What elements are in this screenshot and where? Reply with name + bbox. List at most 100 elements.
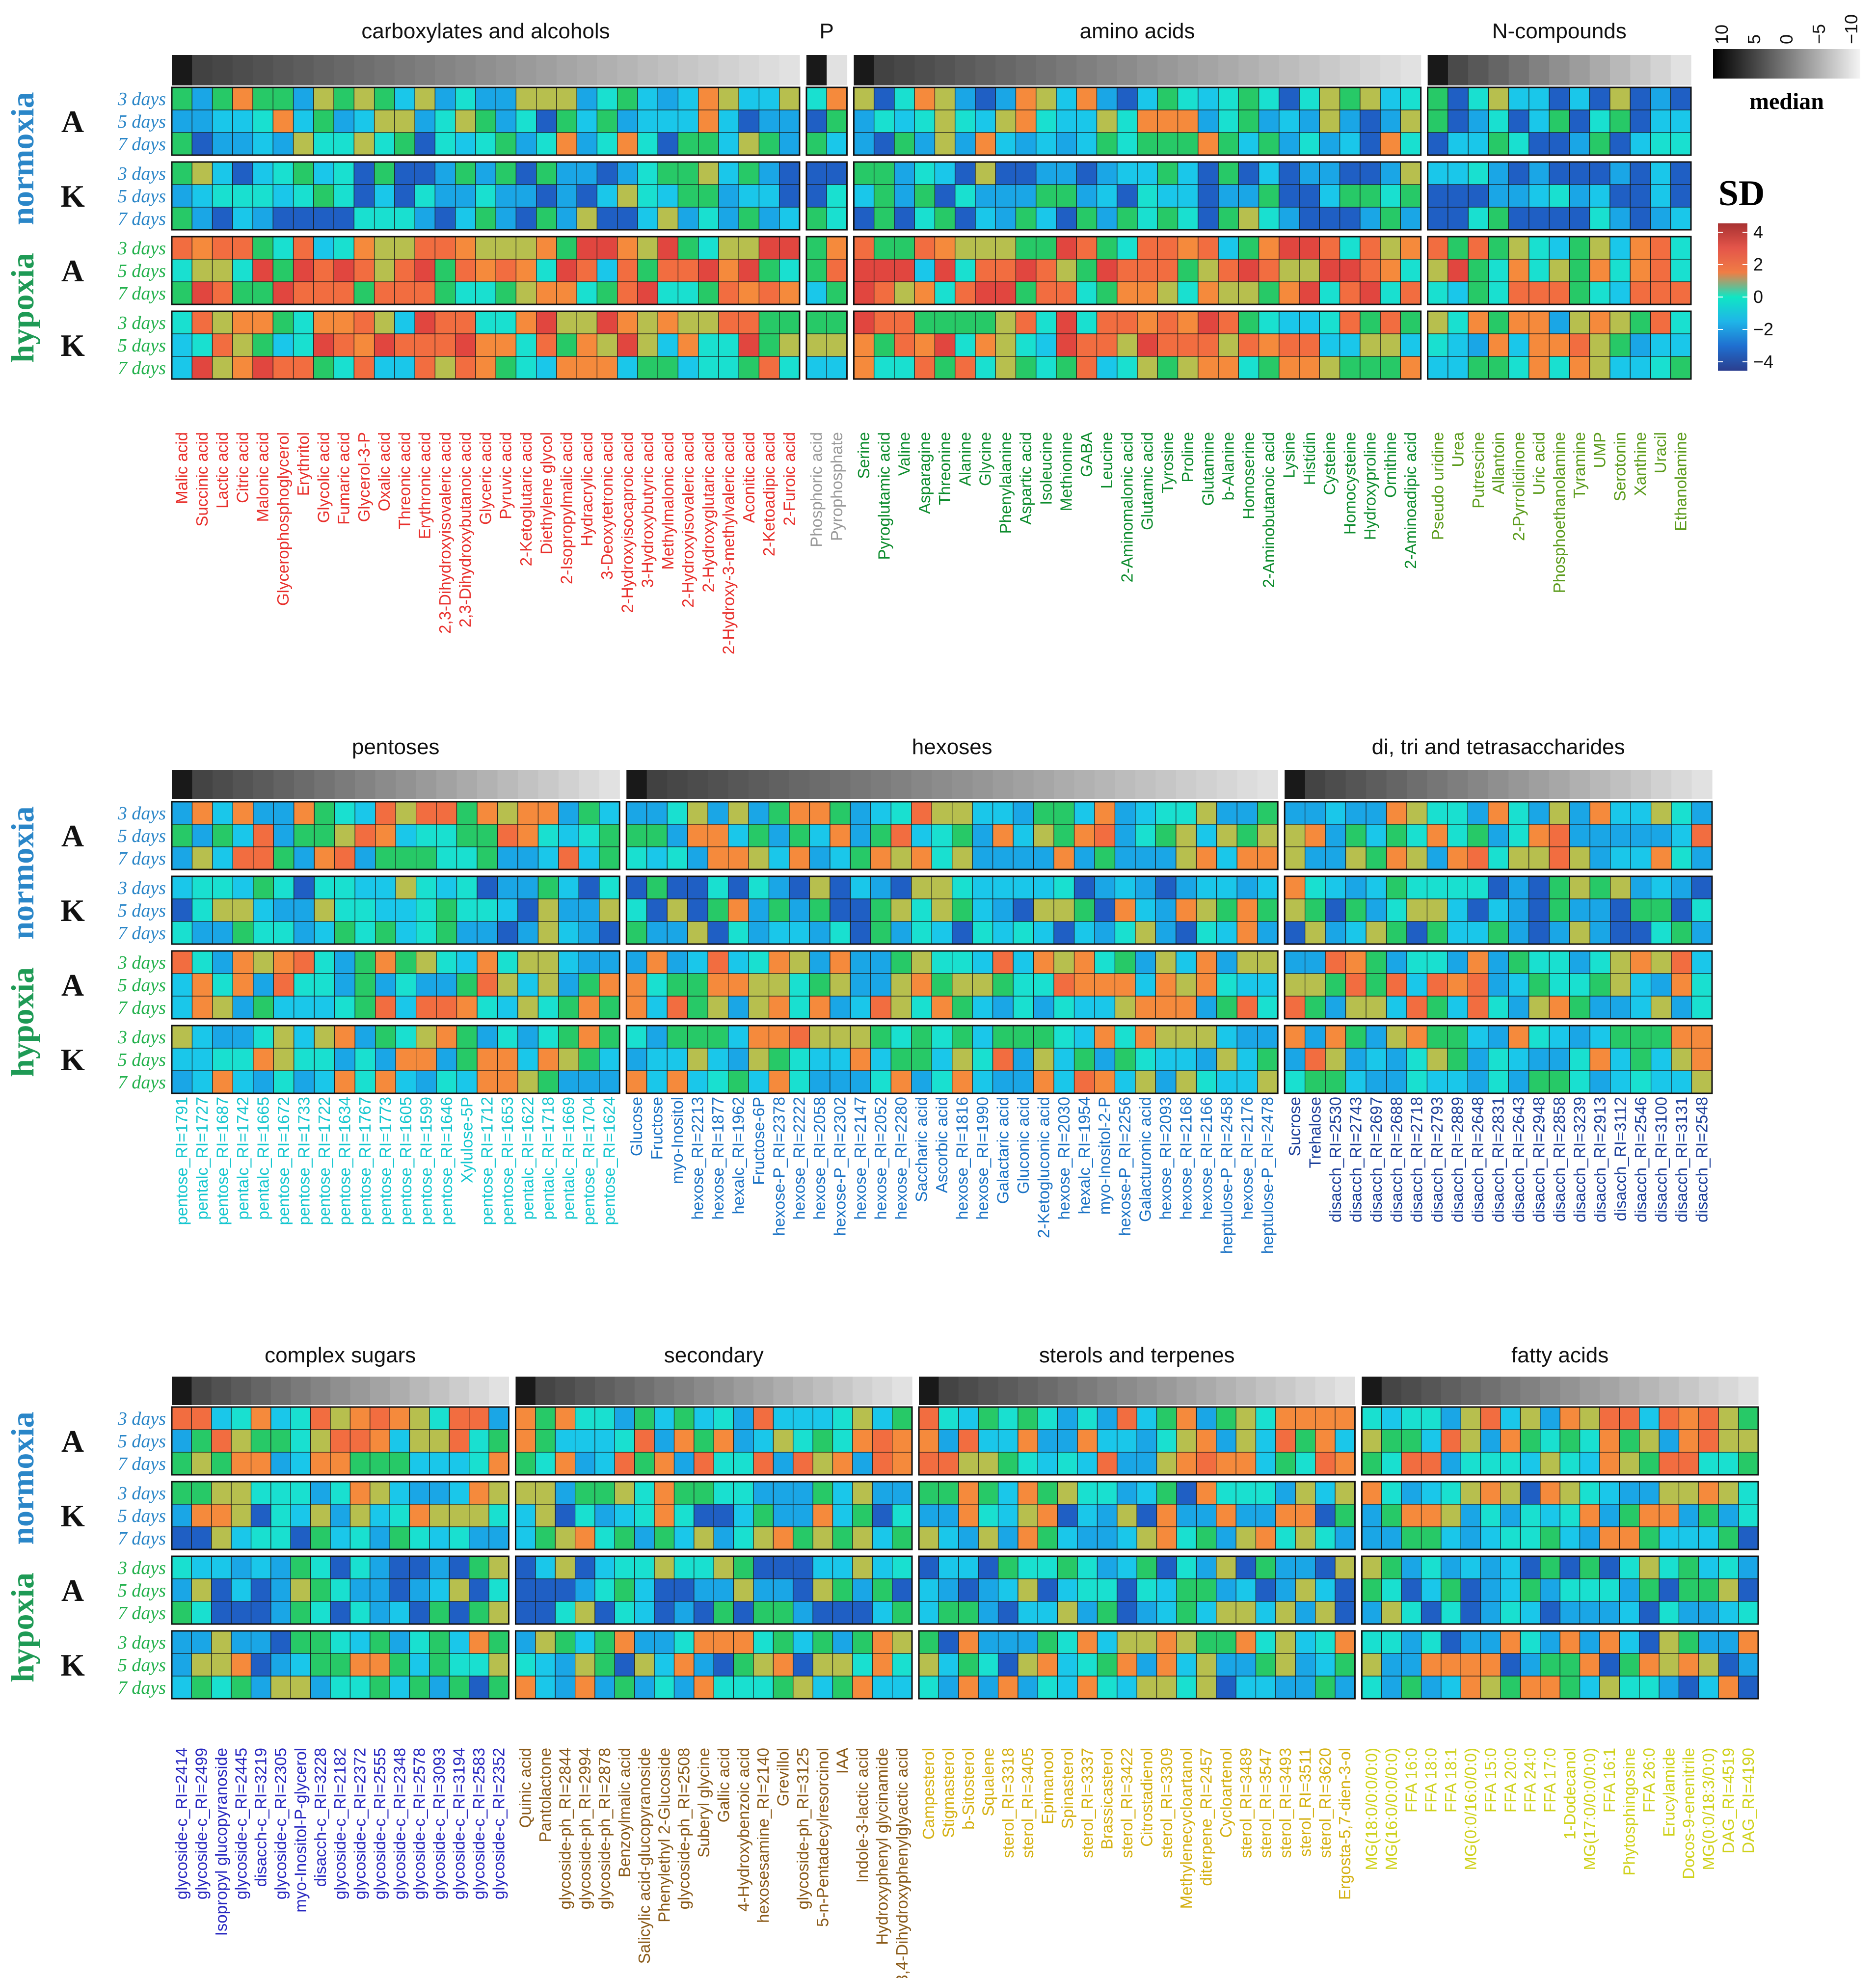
cell-galacturonic-acid-normoxia-k-7-days bbox=[1135, 921, 1156, 945]
column-label-disacch-ri-2643: disacch_RI=2643 bbox=[1509, 1097, 1528, 1222]
column-label-glycoside-c-ri-2372: glycoside-c_RI=2372 bbox=[351, 1748, 369, 1899]
cell-putrescine-hypoxia-a-7-days bbox=[1468, 281, 1489, 305]
cell-2-3-dihydroxyisovaleric-acid-normoxia-a-5-days bbox=[434, 109, 456, 133]
cell-mg-0-0-16-0-0-0-hypoxia-k-7-days bbox=[1460, 1676, 1481, 1699]
cell-2-hydroxyisocaproic-acid-normoxia-k-7-days bbox=[617, 207, 638, 230]
cell-pentose-ri-1722-hypoxia-k-3-days bbox=[314, 1025, 335, 1049]
cell-sterol-ri-3309-hypoxia-a-3-days bbox=[1156, 1556, 1177, 1579]
cell-threonine-normoxia-k-3-days bbox=[934, 162, 956, 185]
cell-hexalc-ri-1954-hypoxia-k-7-days bbox=[1073, 1070, 1095, 1094]
cell-fructose-hypoxia-k-3-days bbox=[646, 1025, 668, 1049]
cell-disacch-ri-2913-normoxia-k-3-days bbox=[1589, 876, 1611, 899]
cell-disacch-ri-3131-normoxia-a-3-days bbox=[1671, 801, 1692, 825]
block-frame bbox=[171, 1630, 509, 1700]
cell-serotonin-normoxia-a-3-days bbox=[1609, 87, 1631, 110]
cell-homocysteine-normoxia-k-5-days bbox=[1340, 184, 1361, 208]
cell-glycoside-c-ri-2352-normoxia-a-5-days bbox=[488, 1429, 509, 1453]
cell-disacch-ri-2718-normoxia-a-5-days bbox=[1406, 824, 1428, 847]
cell-erythritol-normoxia-k-3-days bbox=[293, 162, 314, 185]
column-label-putrescine: Putrescine bbox=[1469, 432, 1487, 509]
cell-2-aminomalonic-acid-normoxia-a-7-days bbox=[1117, 132, 1138, 156]
cell-2-hydroxyisovaleric-acid-hypoxia-a-3-days bbox=[677, 236, 699, 260]
cell-pentose-ri-1722-normoxia-k-3-days bbox=[314, 876, 335, 899]
cell-gaba-normoxia-k-3-days bbox=[1076, 162, 1098, 185]
cell-succinic-acid-normoxia-k-3-days bbox=[191, 162, 213, 185]
cell-serotonin-normoxia-k-3-days bbox=[1609, 162, 1631, 185]
cell-3-hydroxybutyric-acid-hypoxia-k-3-days bbox=[637, 311, 658, 334]
cell-disacch-ri-3112-hypoxia-k-5-days bbox=[1610, 1048, 1631, 1071]
cell-mg-0-0-18-3-0-0-hypoxia-k-3-days bbox=[1698, 1630, 1719, 1654]
cell-epimanool-hypoxia-k-3-days bbox=[1037, 1630, 1058, 1654]
cell-spinasterol-normoxia-k-3-days bbox=[1057, 1481, 1078, 1505]
cell-histidin-hypoxia-a-3-days bbox=[1299, 236, 1320, 260]
column-label-2-aminobutanoic-acid: 2-Aminobutanoic acid bbox=[1260, 432, 1278, 588]
column-label-valine: Valine bbox=[895, 432, 913, 476]
median-cell-pentalc-ri-1669 bbox=[558, 770, 579, 799]
cell-valine-normoxia-k-5-days bbox=[894, 184, 915, 208]
cell-pentose-ri-1791-hypoxia-k-5-days bbox=[171, 1048, 193, 1071]
median-cell-myo-inositol-2-p bbox=[1095, 770, 1116, 799]
cell-pantolactone-normoxia-k-3-days bbox=[535, 1481, 556, 1505]
cell-hexose-ri-2030-normoxia-a-3-days bbox=[1053, 801, 1075, 825]
median-cell-diterpene-ri-2457 bbox=[1196, 1377, 1217, 1405]
cell-diethylene-glycol-normoxia-k-7-days bbox=[536, 207, 557, 230]
cell-hexose-ri-1877-hypoxia-a-7-days bbox=[707, 996, 729, 1019]
cell-2-aminomalonic-acid-hypoxia-a-3-days bbox=[1117, 236, 1138, 260]
cell-hexose-ri-1990-hypoxia-a-5-days bbox=[972, 973, 993, 997]
cell-glycoside-ph-ri-2994-hypoxia-k-3-days bbox=[574, 1630, 595, 1654]
cell-pentalc-ri-1742-normoxia-k-3-days bbox=[232, 876, 254, 899]
cell-hexose-ri-2030-normoxia-k-7-days bbox=[1053, 921, 1075, 945]
cell-2-isopropylmalic-acid-normoxia-a-3-days bbox=[556, 87, 577, 110]
cell-ornithine-normoxia-k-3-days bbox=[1380, 162, 1401, 185]
cell-2-aminomalonic-acid-normoxia-a-5-days bbox=[1117, 109, 1138, 133]
cell-serotonin-hypoxia-a-7-days bbox=[1609, 281, 1631, 305]
cell-ffa-18-1-normoxia-k-3-days bbox=[1441, 1481, 1461, 1505]
cell-sterol-ri-3422-normoxia-a-5-days bbox=[1117, 1429, 1137, 1453]
cell-2-3-dihydroxybutanoic-acid-normoxia-k-7-days bbox=[455, 207, 476, 230]
cell-lysine-normoxia-a-5-days bbox=[1279, 109, 1300, 133]
cell-pyroglutamic-acid-hypoxia-k-5-days bbox=[874, 333, 895, 357]
median-cell-pentose-ri-1712 bbox=[477, 770, 498, 799]
cell-isoleucine-hypoxia-a-5-days bbox=[1036, 259, 1057, 282]
cell-disacch-ri-2793-hypoxia-a-3-days bbox=[1426, 950, 1448, 974]
cell-5-n-pentadecylresorcinol-normoxia-k-7-days bbox=[812, 1526, 833, 1550]
cell-disacch-ri-2858-normoxia-k-7-days bbox=[1549, 921, 1570, 945]
column-label-histidin: Histidin bbox=[1300, 432, 1318, 485]
cell-pentose-ri-1624-normoxia-a-3-days bbox=[599, 801, 620, 825]
cell-phenylalanine-hypoxia-k-5-days bbox=[995, 333, 1017, 357]
cell-pentose-ri-1605-normoxia-k-3-days bbox=[395, 876, 417, 899]
cell-hexosesamine-ri-2140-hypoxia-a-3-days bbox=[753, 1556, 774, 1579]
cell-tyramine-hypoxia-a-3-days bbox=[1569, 236, 1590, 260]
cell-ffa-16-1-normoxia-k-7-days bbox=[1599, 1526, 1620, 1550]
cell-pentalc-ri-1718-hypoxia-k-7-days bbox=[537, 1070, 559, 1094]
cell-glycoside-c-ri-2445-hypoxia-a-5-days bbox=[231, 1578, 252, 1602]
median-cell-indole-3-lactic-acid bbox=[852, 1377, 873, 1405]
cell-hexose-ri-2213-normoxia-a-5-days bbox=[687, 824, 708, 847]
block-frame bbox=[514, 1630, 913, 1700]
median-cell-glycoside-c-ri-2182 bbox=[330, 1377, 351, 1405]
cell-sterol-ri-3337-hypoxia-a-5-days bbox=[1077, 1578, 1098, 1602]
cell-ffa-20-0-normoxia-a-7-days bbox=[1500, 1452, 1521, 1475]
median-cell-4-hydroxybenzoic-acid bbox=[733, 1377, 754, 1405]
cell-hexose-ri-2166-normoxia-a-7-days bbox=[1196, 846, 1217, 870]
cell-brassicasterol-hypoxia-k-7-days bbox=[1097, 1676, 1118, 1699]
cell-erythronic-acid-normoxia-k-5-days bbox=[414, 184, 435, 208]
cell-2-3-dihydroxybutanoic-acid-hypoxia-k-7-days bbox=[455, 356, 476, 379]
cell-2-hydroxyisovaleric-acid-hypoxia-a-7-days bbox=[677, 281, 699, 305]
cell-sterol-ri-3337-normoxia-a-5-days bbox=[1077, 1429, 1098, 1453]
row-label-normoxia-a-5-days: 5 days bbox=[118, 1431, 166, 1452]
median-cell-2-ketogluconic-acid bbox=[1033, 770, 1054, 799]
cell-phosphoric-acid-normoxia-a-5-days bbox=[806, 109, 827, 133]
cell-pentose-ri-1687-hypoxia-k-5-days bbox=[212, 1048, 233, 1071]
cell-ffa-17-0-hypoxia-k-5-days bbox=[1540, 1653, 1560, 1677]
cell-pentalc-ri-1669-normoxia-k-5-days bbox=[558, 898, 579, 922]
cell-glycoside-c-ri-3093-hypoxia-a-7-days bbox=[429, 1601, 450, 1625]
cell-lysine-normoxia-k-3-days bbox=[1279, 162, 1300, 185]
cell-diethylene-glycol-hypoxia-a-3-days bbox=[536, 236, 557, 260]
column-label-ffa-16-1: FFA 16:1 bbox=[1600, 1748, 1618, 1813]
cell-hexose-ri-1816-hypoxia-k-3-days bbox=[952, 1025, 973, 1049]
cell-glycine-normoxia-a-3-days bbox=[975, 87, 996, 110]
column-label-hexose-ri-2222: hexose_RI=2222 bbox=[790, 1097, 808, 1219]
cell-glycerophosphoglycerol-hypoxia-a-7-days bbox=[272, 281, 294, 305]
cell-mg-16-0-0-0-0-0-normoxia-k-7-days bbox=[1381, 1526, 1402, 1550]
